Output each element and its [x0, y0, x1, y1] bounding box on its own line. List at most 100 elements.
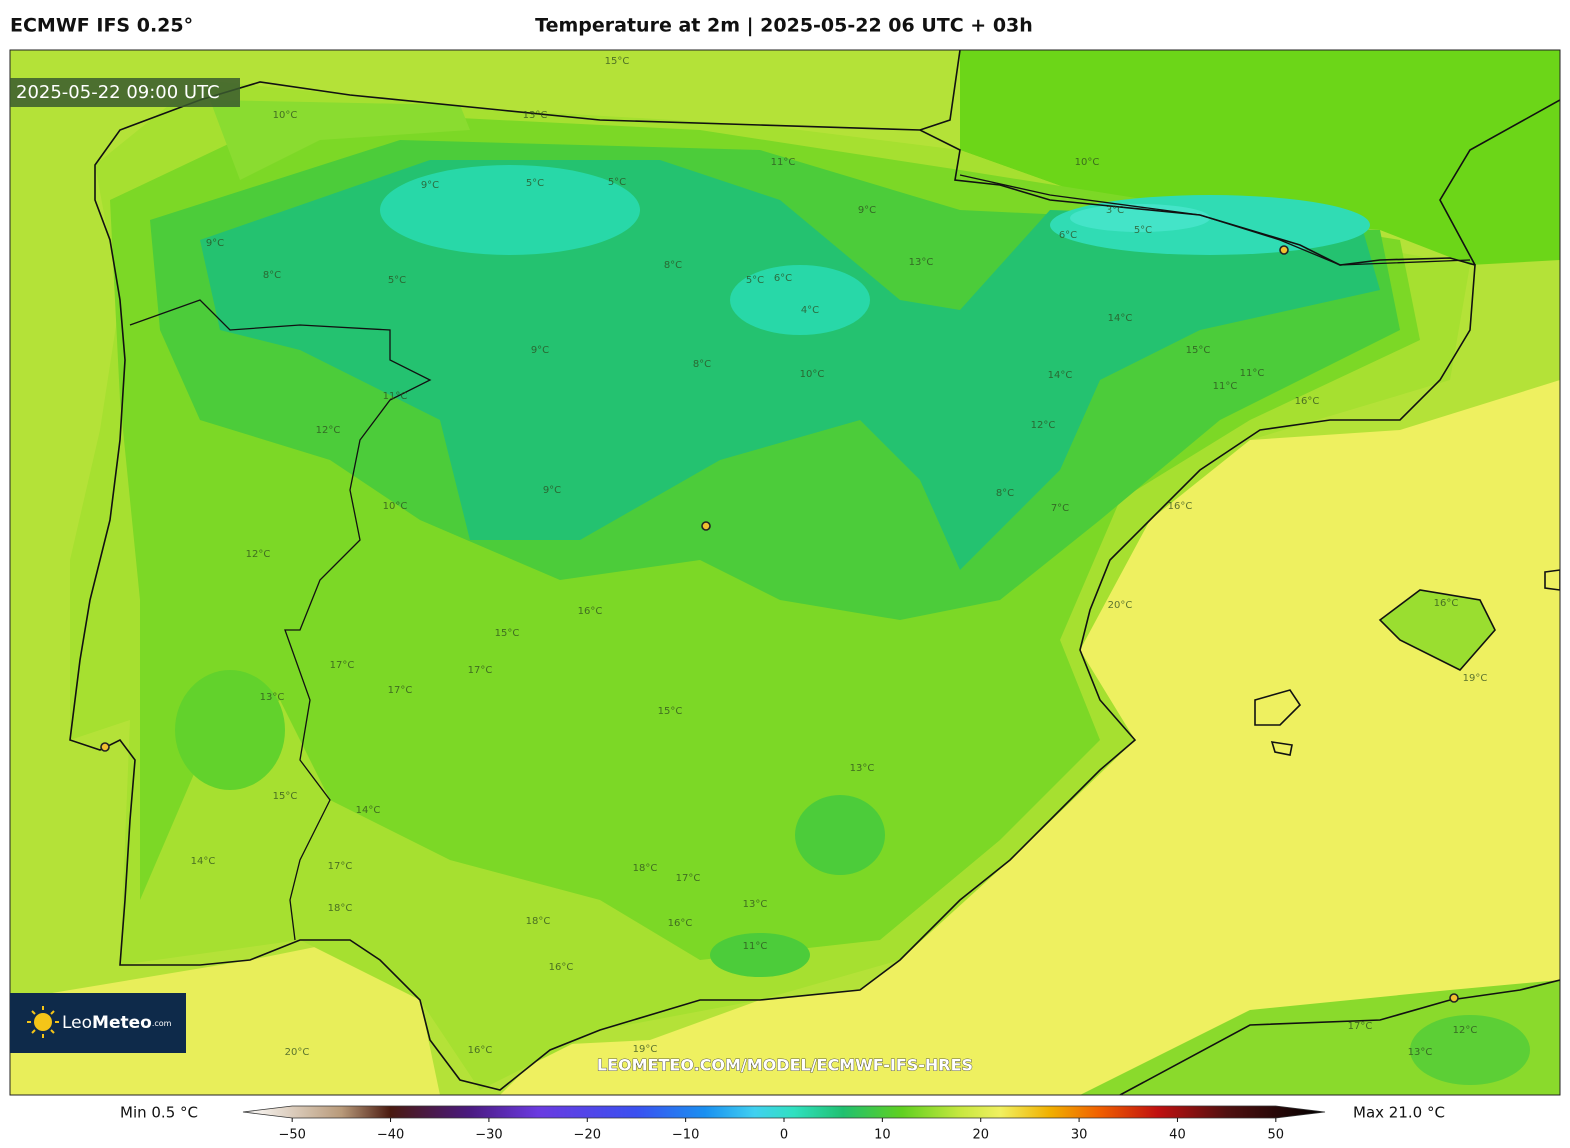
- max-label: Max 21.0 °C: [1353, 1104, 1445, 1122]
- coastline-formentera: [1270, 741, 1293, 756]
- time-box: [10, 78, 240, 107]
- land-cool: [200, 160, 1380, 570]
- colorbar-tick-label: −50: [278, 1128, 305, 1143]
- colorbar-tick-label: −40: [377, 1128, 404, 1143]
- contour-label: 17°C: [1348, 1021, 1373, 1032]
- contour-label: 3°C: [1106, 205, 1124, 216]
- logo-bold: Meteo: [92, 1013, 152, 1033]
- contour-label: 8°C: [263, 270, 281, 281]
- contour-label: 14°C: [1108, 313, 1133, 324]
- contour-label: 17°C: [330, 660, 355, 671]
- contour-label: 9°C: [206, 238, 224, 249]
- contour-label: 18°C: [633, 863, 658, 874]
- contour-label: 15°C: [658, 706, 683, 717]
- colorbar-tick-label: −10: [672, 1128, 699, 1143]
- contour-label: 12°C: [316, 425, 341, 436]
- contour-label: 16°C: [549, 962, 574, 973]
- contour-label: 9°C: [543, 485, 561, 496]
- contour-label: 10°C: [800, 369, 825, 380]
- map: 15°C 10°C 13°C 11°C 10°C 9°C 5°C 5°C 9°C 3°C 5°C 6°…: [9, 49, 1561, 1096]
- city-marker: [1279, 245, 1289, 255]
- france-land: [960, 50, 1560, 265]
- valid-time: 2025-05-22 09:00 UTC: [16, 82, 220, 103]
- contour-label: 15°C: [1186, 345, 1211, 356]
- contour-label: 16°C: [1168, 501, 1193, 512]
- contour-label: 10°C: [383, 501, 408, 512]
- border-portugal: [129, 299, 432, 941]
- contour-label: 11°C: [383, 391, 408, 402]
- contour-label: 6°C: [1059, 230, 1077, 241]
- sea-south: [10, 940, 440, 1095]
- colorbar-tick-label: 20: [972, 1128, 989, 1143]
- contour-label: 5°C: [1134, 225, 1152, 236]
- colorbar-tick-label: 40: [1169, 1128, 1186, 1143]
- city-marker: [701, 521, 711, 531]
- contour-label: 15°C: [605, 56, 630, 67]
- cold-area: [380, 165, 640, 255]
- contour-label: 9°C: [421, 180, 439, 191]
- contour-label: 11°C: [771, 157, 796, 168]
- colorbar-tick-label: −30: [475, 1128, 502, 1143]
- coastline: [69, 50, 1560, 1095]
- logo-sun: [34, 1013, 52, 1031]
- contour-label: 14°C: [191, 856, 216, 867]
- contour-label: 11°C: [1240, 368, 1265, 379]
- contour-label: 13°C: [909, 257, 934, 268]
- coastline-mallorca: [1378, 589, 1496, 671]
- contour-label: 13°C: [743, 899, 768, 910]
- watermark: LEOMETEO.COM/MODEL/ECMWF-IFS-HRES: [597, 1056, 973, 1075]
- contour-label: 11°C: [1213, 381, 1238, 392]
- contour-label: 16°C: [668, 918, 693, 929]
- contour-label: 18°C: [328, 903, 353, 914]
- mild-area: [1410, 1015, 1530, 1085]
- contour-label: 17°C: [328, 861, 353, 872]
- contour-label: 17°C: [676, 873, 701, 884]
- contour-label: 8°C: [664, 260, 682, 271]
- contour-label: 13°C: [523, 110, 548, 121]
- city-marker: [100, 742, 110, 752]
- contour-label: 15°C: [273, 791, 298, 802]
- colorbar-tick-label: 10: [874, 1128, 891, 1143]
- contour-label: 9°C: [858, 205, 876, 216]
- contour-label: 12°C: [246, 549, 271, 560]
- logo-rays: [27, 1006, 59, 1038]
- contour-label: 17°C: [468, 665, 493, 676]
- contour-label: 13°C: [1408, 1047, 1433, 1058]
- coastline-france: [919, 50, 1560, 266]
- contour-label: 12°C: [1031, 420, 1056, 431]
- contour-label: 8°C: [996, 488, 1014, 499]
- min-label: Min 0.5 °C: [120, 1104, 198, 1122]
- contour-label: 13°C: [850, 763, 875, 774]
- contour-label: 20°C: [1108, 600, 1133, 611]
- coastline-menorca: [1544, 569, 1560, 591]
- mild-area: [795, 795, 885, 875]
- island-mallorca: [1380, 590, 1495, 670]
- map-frame: [9, 49, 1561, 1096]
- coastline-africa: [1119, 979, 1560, 1095]
- contour-label: 7°C: [1051, 503, 1069, 514]
- contour-label: 5°C: [746, 275, 764, 286]
- contour-label: 5°C: [388, 275, 406, 286]
- contour-label: 15°C: [495, 628, 520, 639]
- contour-label: 5°C: [608, 177, 626, 188]
- border-pyrenees: [959, 174, 1471, 266]
- logo-suffix: .com: [152, 1019, 172, 1028]
- sea-mediterranean: [500, 380, 1560, 1095]
- coastline-ibiza: [1254, 689, 1302, 726]
- city-marker: [1449, 993, 1459, 1003]
- map-title: Temperature at 2m | 2025-05-22 06 UTC + …: [535, 15, 1033, 37]
- cities: [100, 245, 1459, 1003]
- contour-label: 8°C: [693, 359, 711, 370]
- contour-label: 16°C: [1434, 598, 1459, 609]
- colorbar-tick-label: 50: [1268, 1128, 1285, 1143]
- contour-label: 9°C: [531, 345, 549, 356]
- contour-label: 11°C: [743, 941, 768, 952]
- contour-label: 12°C: [1453, 1025, 1478, 1036]
- contour-label: 14°C: [1048, 370, 1073, 381]
- contour-label: 4°C: [801, 305, 819, 316]
- contour-label: 19°C: [633, 1044, 658, 1055]
- colorbar-tick-label: 30: [1071, 1128, 1088, 1143]
- mild-area: [175, 670, 285, 790]
- contour-label: 18°C: [526, 916, 551, 927]
